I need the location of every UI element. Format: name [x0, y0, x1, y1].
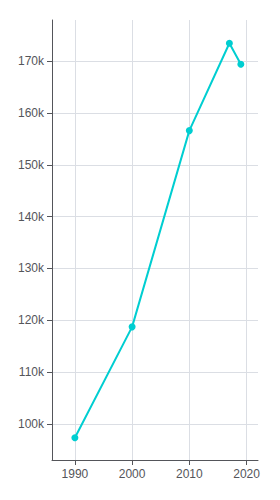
svg-text:2010: 2010	[176, 467, 203, 481]
svg-text:110k: 110k	[19, 365, 45, 379]
svg-text:1990: 1990	[62, 467, 89, 481]
svg-text:160k: 160k	[18, 106, 45, 120]
svg-text:150k: 150k	[18, 158, 45, 172]
svg-text:100k: 100k	[18, 417, 45, 431]
svg-text:140k: 140k	[18, 210, 45, 224]
svg-text:2020: 2020	[233, 467, 260, 481]
svg-text:2000: 2000	[119, 467, 146, 481]
svg-text:130k: 130k	[18, 261, 45, 275]
svg-text:120k: 120k	[18, 313, 45, 327]
svg-text:170k: 170k	[18, 54, 45, 68]
